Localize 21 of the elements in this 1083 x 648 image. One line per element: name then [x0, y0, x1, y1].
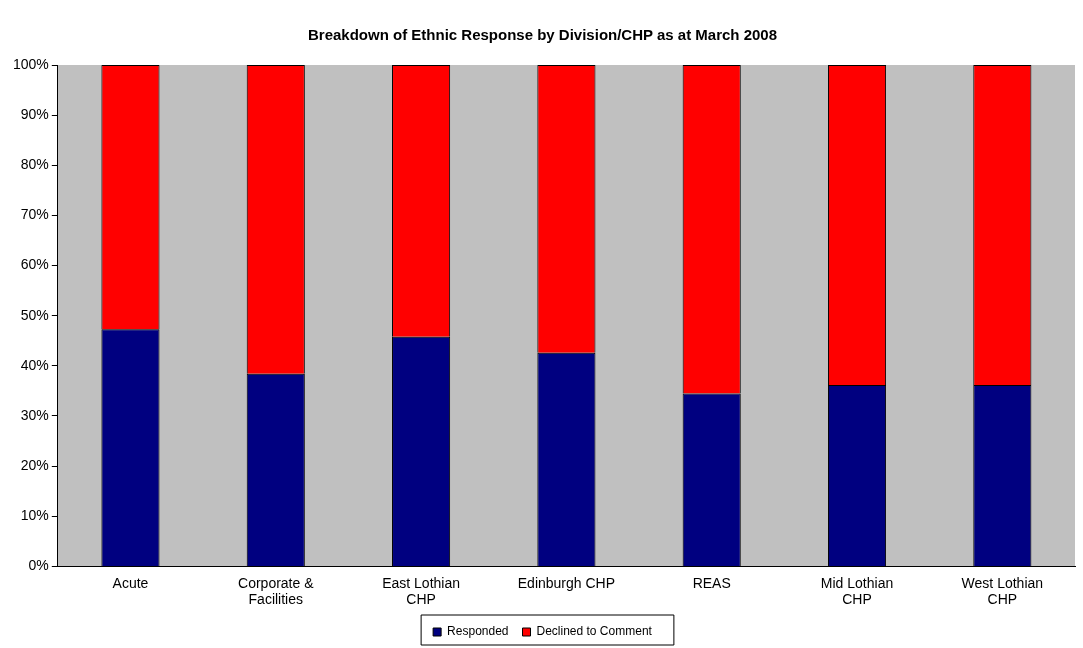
x-tick-label: Corporate & Facilities [238, 574, 315, 608]
y-tick-label: 70% [20, 206, 49, 223]
legend-label: Declined to Comment [536, 624, 653, 639]
y-tick-label: 20% [20, 456, 49, 473]
y-tick-label: 100% [12, 55, 49, 72]
x-tick-label: Mid Lothian CHP [820, 574, 894, 608]
chart-title: Breakdown of Ethnic Response by Division/CHP as at March 2008 [307, 26, 778, 44]
y-tick-label: 10% [20, 507, 49, 524]
x-tick-label: West Lothian CHP [961, 574, 1044, 608]
y-tick-label: 30% [20, 406, 49, 423]
y-tick-label: 90% [20, 106, 49, 122]
y-tick-label: 60% [20, 256, 49, 273]
y-tick-label: 80% [20, 156, 49, 173]
legend-label: Responded [447, 624, 509, 639]
x-tick-label: REAS [692, 574, 731, 591]
y-tick-label: 0% [28, 557, 49, 574]
x-tick-label: East Lothian CHP [382, 574, 461, 608]
y-tick-label: 50% [20, 306, 49, 323]
x-tick-label: Edinburgh CHP [517, 574, 616, 591]
y-tick-label: 40% [20, 356, 49, 373]
x-tick-label: Acute [112, 574, 149, 591]
